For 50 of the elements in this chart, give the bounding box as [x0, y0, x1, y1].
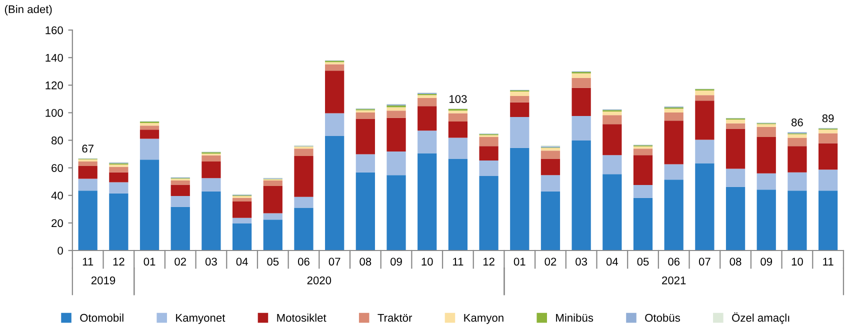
x-tick-label: 01 [514, 258, 526, 266]
x-tick-label: 09 [760, 258, 772, 266]
x-tick-label: 12 [483, 258, 494, 266]
x-tick-label: 04 [606, 258, 618, 266]
text: 2020 [307, 276, 332, 284]
y-tick-label: 160 [46, 26, 63, 34]
y-tick-label: 20 [52, 219, 63, 228]
total-label: 89 [822, 114, 834, 122]
total-label: 103 [450, 95, 467, 103]
y-tick-label: 60 [52, 164, 63, 172]
x-tick-label: 05 [267, 258, 279, 266]
x-tick-label: 02 [174, 258, 186, 266]
x-tick-label: 11 [453, 258, 464, 266]
x-tick-label: 12 [113, 258, 124, 266]
x-tick-label: 08 [730, 258, 742, 266]
x-tick-label: 03 [205, 258, 217, 266]
legend-label: Kamyon [464, 314, 504, 324]
x-tick-label: 04 [236, 258, 248, 266]
x-tick-label: 10 [422, 258, 433, 266]
x-tick-label: 07 [328, 258, 340, 266]
y-tick-label: 80 [52, 136, 63, 144]
x-tick-label: 10 [792, 258, 803, 266]
legend-label: Traktör [378, 314, 412, 322]
x-tick-label: 03 [576, 258, 588, 266]
y-tick-label: 120 [46, 81, 63, 90]
legend-label: Minibüs [556, 314, 594, 322]
text: 2021 [662, 276, 686, 284]
x-tick-label: 09 [390, 258, 402, 266]
legend-label: Özel amaçlı [732, 312, 790, 324]
total-label: 86 [792, 118, 803, 126]
text: 2019 [91, 276, 116, 284]
x-tick-label: 11 [823, 258, 834, 266]
y-axis-title: (Bin adet) [4, 5, 52, 16]
x-tick-label: 02 [544, 258, 556, 266]
x-tick-label: 05 [637, 258, 649, 266]
y-tick-label: 40 [51, 192, 63, 200]
x-tick-label: 08 [360, 258, 372, 266]
x-tick-label: 07 [698, 258, 710, 266]
x-tick-label: 01 [144, 258, 156, 266]
x-tick-label: 06 [298, 258, 310, 266]
total-label: 67 [82, 144, 94, 153]
x-tick-label: 06 [668, 258, 680, 266]
legend-label: Kamyonet [176, 314, 226, 324]
y-tick-label: 0 [58, 246, 63, 255]
y-tick-label: 140 [46, 54, 63, 62]
legend-label: Motosiklet [277, 314, 326, 322]
legend-label: Otobüs [645, 314, 680, 322]
x-tick-label: 11 [82, 258, 94, 266]
y-tick-label: 100 [46, 108, 63, 117]
legend-label: Otomobil [80, 314, 124, 322]
